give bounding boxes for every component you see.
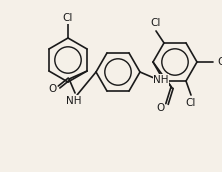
Text: Cl: Cl <box>63 13 73 23</box>
Text: NH: NH <box>153 75 169 85</box>
Text: Cl: Cl <box>151 18 161 28</box>
Text: Cl: Cl <box>186 98 196 108</box>
Text: O: O <box>217 57 222 67</box>
Text: NH: NH <box>66 96 82 106</box>
Text: O: O <box>48 84 56 94</box>
Text: O: O <box>156 103 164 113</box>
